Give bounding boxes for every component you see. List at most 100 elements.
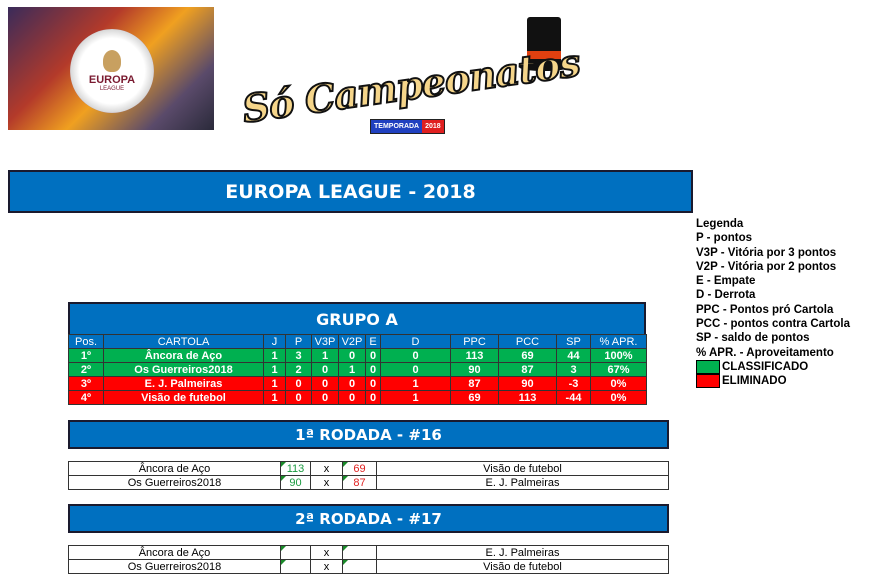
legend-item: V2P - Vitória por 2 pontos [696,260,837,273]
group-standings: GRUPO A Pos. CARTOLA J P V3P V2P E D PPC PCC SP% A… [68,302,647,405]
table-cell: 0 [311,362,339,377]
column-header: J [263,334,286,349]
table-cell: Visão de futebol [103,390,264,405]
page-title: EUROPA LEAGUE - 2018 [8,170,693,213]
table-cell: 100% [590,348,647,363]
temporada-year: 2018 [422,120,444,133]
table-cell: 67% [590,362,647,377]
table-cell: 113 [498,390,557,405]
table-cell: 0% [590,390,647,405]
group-title: GRUPO A [68,302,646,334]
column-header: E [365,334,381,349]
table-cell: E. J. Palmeiras [103,376,264,391]
column-header: PCC [498,334,557,349]
classificado-swatch [696,359,720,374]
table-cell: 0 [285,390,312,405]
table-cell: 1 [338,362,366,377]
table-cell: 90 [498,376,557,391]
table-row: 2º Os Guerreiros2018 1 2 0 1 0 0 90 87 3 67% [68,362,647,377]
legend-item: E - Empate [696,275,756,288]
table-cell: 4º [68,390,104,405]
table-cell: 69 [498,348,557,363]
table-cell: Âncora de Aço [103,348,264,363]
table-cell: 1º [68,348,104,363]
away-team: E. J. Palmeiras [376,475,669,490]
column-header: D [380,334,451,349]
table-cell: 0 [380,348,451,363]
table-cell: 0 [380,362,451,377]
column-header: % APR. [590,334,647,349]
away-score [342,559,377,574]
round-2-title: 2ª RODADA - #17 [68,504,669,533]
table-cell: 0 [365,348,381,363]
column-header: P [285,334,312,349]
table-cell: 113 [450,348,499,363]
home-score: 113 [280,461,311,476]
table-cell: 87 [498,362,557,377]
table-cell: 69 [450,390,499,405]
table-row: 3º E. J. Palmeiras 1 0 0 0 0 1 87 90 -3 0% [68,376,647,391]
round-2-matches: Âncora de Aço x E. J. Palmeiras Os Guerreir… [68,545,669,574]
table-cell: 0 [338,390,366,405]
legend-item: D - Derrota [696,289,756,302]
trophy-icon [103,50,121,72]
away-team: Visão de futebol [376,559,669,574]
table-cell: 0 [338,376,366,391]
table-cell: 0 [285,376,312,391]
legend: Legenda P - pontos V3P - Vitória por 3 po… [696,217,850,389]
table-cell: 0 [365,390,381,405]
table-cell: 44 [556,348,591,363]
table-cell: 0% [590,376,647,391]
match-row: Os Guerreiros2018 90 x 87 E. J. Palmeiras [68,475,669,490]
header-row: Pos. CARTOLA J P V3P V2P E D PPC PCC SP% APR. [68,334,647,349]
versus: x [310,559,343,574]
temporada-label: TEMPORADA [371,120,423,133]
away-score [342,545,377,560]
table-cell: 1 [263,376,286,391]
table-cell: 0 [365,362,381,377]
table-row: 1º Âncora de Aço 1 3 1 0 0 0 113 69 44 100% [68,348,647,363]
table-cell: 2 [285,362,312,377]
legend-item: % APR. - Aproveitamento [696,346,834,359]
match-row: Âncora de Aço x E. J. Palmeiras [68,545,669,560]
standings-table: Pos. CARTOLA J P V3P V2P E D PPC PCC SP% APR. 1º Ânc… [68,334,647,405]
round-1-title: 1ª RODADA - #16 [68,420,669,449]
table-cell: 1 [263,390,286,405]
home-score [280,545,311,560]
table-cell: 87 [450,376,499,391]
table-cell: 1 [263,362,286,377]
versus: x [310,475,343,490]
column-header: V2P [338,334,366,349]
table-cell: 3 [285,348,312,363]
away-score: 87 [342,475,377,490]
column-header: Pos. [68,334,104,349]
legend-item: P - pontos [696,232,753,245]
table-cell: Os Guerreiros2018 [103,362,264,377]
legend-item: V3P - Vitória por 3 pontos [696,246,837,259]
table-cell: 1 [263,348,286,363]
legend-classificado: CLASSIFICADO [722,360,809,373]
away-team: Visão de futebol [376,461,669,476]
home-score [280,559,311,574]
europa-league-logo: EUROPA LEAGUE [8,7,214,130]
legend-item: PCC - pontos contra Cartola [696,318,850,331]
home-team: Os Guerreiros2018 [68,475,281,490]
table-cell: 2º [68,362,104,377]
so-campeonatos-logo: Só Campeonatos TEMPORADA 2018 [237,15,583,141]
home-team: Âncora de Aço [68,461,281,476]
legend-title: Legenda [696,218,744,230]
legend-item: SP - saldo de pontos [696,332,810,345]
table-row: 4º Visão de futebol 1 0 0 0 0 1 69 113 -44 0% [68,390,647,405]
table-cell: 0 [311,376,339,391]
table-cell: 1 [311,348,339,363]
table-cell: 1 [380,390,451,405]
home-team: Âncora de Aço [68,545,281,560]
legend-item: PPC - Pontos pró Cartola [696,303,834,316]
table-cell: 3º [68,376,104,391]
table-cell: 0 [365,376,381,391]
home-team: Os Guerreiros2018 [68,559,281,574]
column-header: V3P [311,334,339,349]
table-cell: -3 [556,376,591,391]
column-header: SP [556,334,591,349]
away-score: 69 [342,461,377,476]
